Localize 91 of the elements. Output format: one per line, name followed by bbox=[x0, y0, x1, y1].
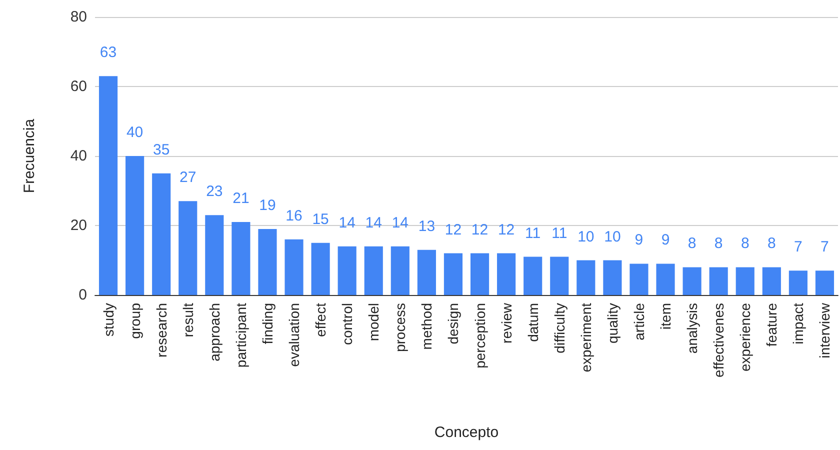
x-tick-label: feature bbox=[764, 302, 780, 347]
x-tick-label: item bbox=[658, 303, 674, 330]
x-tick-label: analysis bbox=[684, 303, 700, 354]
data-label: 8 bbox=[740, 235, 750, 252]
bar bbox=[152, 173, 171, 295]
data-label: 35 bbox=[152, 141, 170, 158]
bar bbox=[417, 250, 436, 295]
x-tick-label: interview bbox=[816, 302, 833, 358]
data-label: 10 bbox=[604, 228, 621, 246]
x-tick-label: effect bbox=[312, 302, 329, 337]
data-label: 10 bbox=[578, 228, 594, 246]
x-tick-label: method bbox=[418, 303, 435, 350]
data-label: 63 bbox=[100, 44, 117, 62]
x-tick-label: effectivenes bbox=[710, 303, 727, 378]
bar bbox=[736, 267, 754, 295]
data-label: 7 bbox=[820, 238, 829, 256]
bar bbox=[390, 246, 410, 295]
x-tick-label: experience bbox=[737, 302, 754, 372]
data-label: 27 bbox=[180, 169, 196, 186]
x-tick-label: evaluation bbox=[286, 303, 302, 367]
data-label: 8 bbox=[688, 235, 696, 252]
x-tick-label: perception bbox=[472, 303, 488, 368]
bar bbox=[232, 222, 250, 295]
data-label: 13 bbox=[418, 218, 436, 235]
bar bbox=[98, 76, 118, 295]
bar bbox=[444, 253, 463, 295]
y-axis-title: Frecuencia bbox=[21, 118, 38, 194]
bar bbox=[788, 270, 808, 295]
data-label: 14 bbox=[365, 214, 382, 232]
x-tick-label: experiment bbox=[578, 302, 594, 372]
data-label: 15 bbox=[312, 210, 329, 228]
x-tick-label: process bbox=[392, 303, 408, 352]
bar bbox=[682, 267, 702, 295]
bar bbox=[762, 267, 781, 295]
data-label: 19 bbox=[259, 196, 276, 214]
x-axis-title: Concepto bbox=[434, 424, 499, 441]
data-label: 7 bbox=[794, 238, 802, 256]
x-tick-label: control bbox=[339, 303, 356, 346]
bar bbox=[338, 246, 356, 295]
data-label: 12 bbox=[471, 221, 488, 238]
data-label: 23 bbox=[206, 183, 223, 200]
data-label: 9 bbox=[661, 232, 670, 249]
data-label: 40 bbox=[126, 124, 144, 141]
x-tick-label: quality bbox=[604, 303, 620, 344]
x-tick-label: design bbox=[445, 303, 462, 344]
bar bbox=[364, 246, 383, 295]
x-tick-label: review bbox=[498, 302, 514, 344]
bar bbox=[576, 260, 596, 295]
x-tick-label: group bbox=[126, 302, 143, 339]
bar bbox=[284, 239, 304, 295]
data-label: 14 bbox=[338, 214, 356, 232]
x-tick-label: datum bbox=[524, 303, 541, 342]
bar bbox=[126, 156, 144, 295]
data-label: 8 bbox=[767, 235, 776, 252]
x-tick-label: study bbox=[100, 303, 116, 336]
bar bbox=[524, 256, 542, 295]
data-label: 12 bbox=[444, 221, 462, 238]
data-label: 14 bbox=[392, 214, 409, 232]
x-tick-label: impact bbox=[790, 302, 806, 344]
bar bbox=[205, 215, 224, 295]
data-label: 16 bbox=[286, 207, 302, 224]
bar bbox=[656, 264, 675, 295]
data-label: 12 bbox=[498, 221, 515, 238]
x-tick-label: result bbox=[180, 302, 196, 338]
x-tick-label: finding bbox=[259, 303, 276, 344]
x-tick-label: approach bbox=[206, 303, 222, 362]
data-label: 8 bbox=[714, 235, 723, 252]
bar bbox=[709, 267, 728, 295]
x-tick-label: difficulty bbox=[551, 303, 568, 354]
y-tick-label: 80 bbox=[70, 8, 87, 26]
bar bbox=[815, 270, 834, 295]
data-label: 11 bbox=[525, 224, 541, 242]
bar bbox=[258, 228, 277, 295]
y-tick-label: 0 bbox=[78, 286, 87, 304]
x-tick-label: article bbox=[630, 302, 647, 340]
y-tick-label: 20 bbox=[70, 217, 87, 234]
data-label: 21 bbox=[232, 190, 250, 208]
bar bbox=[311, 242, 330, 295]
x-tick-label: model bbox=[366, 303, 382, 342]
bar bbox=[470, 253, 490, 295]
bar bbox=[630, 264, 648, 295]
bar bbox=[603, 260, 622, 295]
y-tick-label: 40 bbox=[70, 148, 87, 164]
bar bbox=[497, 253, 516, 295]
data-label: 9 bbox=[634, 232, 644, 249]
y-tick-label: 60 bbox=[70, 78, 87, 95]
x-tick-label: participant bbox=[232, 302, 249, 368]
data-label: 11 bbox=[552, 224, 568, 242]
x-tick-label: research bbox=[153, 303, 170, 358]
bar bbox=[550, 256, 569, 295]
bar bbox=[178, 201, 198, 295]
